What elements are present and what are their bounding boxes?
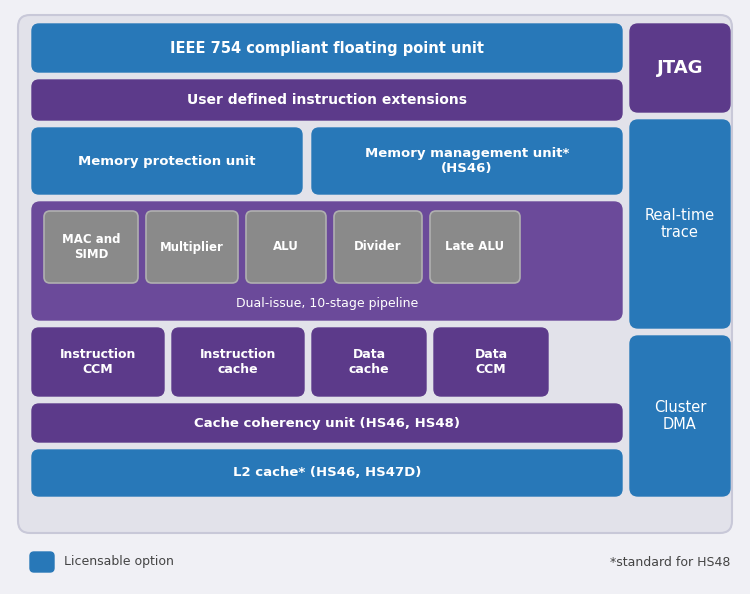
FancyBboxPatch shape — [246, 211, 326, 283]
FancyBboxPatch shape — [146, 211, 238, 283]
FancyBboxPatch shape — [630, 336, 730, 496]
FancyBboxPatch shape — [32, 404, 622, 442]
Text: Late ALU: Late ALU — [446, 241, 505, 254]
FancyBboxPatch shape — [32, 80, 622, 120]
Text: IEEE 754 compliant floating point unit: IEEE 754 compliant floating point unit — [170, 40, 484, 55]
Text: Instruction
CCM: Instruction CCM — [60, 348, 136, 376]
FancyBboxPatch shape — [32, 24, 622, 72]
Text: Cache coherency unit (HS46, HS48): Cache coherency unit (HS46, HS48) — [194, 416, 460, 429]
Text: Data
CCM: Data CCM — [475, 348, 508, 376]
FancyBboxPatch shape — [334, 211, 422, 283]
Text: Divider: Divider — [354, 241, 402, 254]
FancyBboxPatch shape — [312, 128, 622, 194]
Text: Data
cache: Data cache — [349, 348, 389, 376]
Text: Real-time
trace: Real-time trace — [645, 208, 715, 240]
FancyBboxPatch shape — [430, 211, 520, 283]
FancyBboxPatch shape — [32, 328, 164, 396]
FancyBboxPatch shape — [172, 328, 304, 396]
FancyBboxPatch shape — [32, 202, 622, 320]
Text: Licensable option: Licensable option — [64, 555, 174, 568]
Text: L2 cache* (HS46, HS47D): L2 cache* (HS46, HS47D) — [232, 466, 422, 479]
FancyBboxPatch shape — [44, 211, 138, 283]
FancyBboxPatch shape — [32, 450, 622, 496]
Text: Cluster
DMA: Cluster DMA — [654, 400, 706, 432]
FancyBboxPatch shape — [32, 128, 302, 194]
Text: Dual-issue, 10-stage pipeline: Dual-issue, 10-stage pipeline — [236, 298, 418, 311]
Text: Memory protection unit: Memory protection unit — [78, 154, 256, 168]
FancyBboxPatch shape — [30, 552, 54, 572]
Text: Instruction
cache: Instruction cache — [200, 348, 276, 376]
Text: Memory management unit*
(HS46): Memory management unit* (HS46) — [364, 147, 569, 175]
Text: MAC and
SIMD: MAC and SIMD — [62, 233, 120, 261]
Text: ALU: ALU — [273, 241, 299, 254]
Text: JTAG: JTAG — [657, 59, 704, 77]
FancyBboxPatch shape — [630, 24, 730, 112]
Text: User defined instruction extensions: User defined instruction extensions — [187, 93, 467, 107]
FancyBboxPatch shape — [312, 328, 426, 396]
Text: *standard for HS48: *standard for HS48 — [610, 555, 730, 568]
FancyBboxPatch shape — [630, 120, 730, 328]
FancyBboxPatch shape — [18, 15, 732, 533]
Text: Multiplier: Multiplier — [160, 241, 224, 254]
FancyBboxPatch shape — [434, 328, 548, 396]
